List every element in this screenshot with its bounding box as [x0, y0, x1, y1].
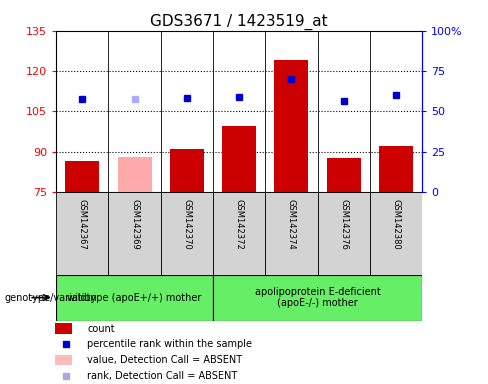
Bar — [55, 354, 72, 365]
Bar — [108, 192, 161, 275]
Text: value, Detection Call = ABSENT: value, Detection Call = ABSENT — [87, 355, 243, 365]
Bar — [222, 126, 256, 192]
Bar — [213, 192, 265, 275]
Text: wildtype (apoE+/+) mother: wildtype (apoE+/+) mother — [67, 293, 202, 303]
Bar — [56, 275, 213, 321]
Bar — [318, 192, 370, 275]
Bar — [326, 158, 361, 192]
Text: GSM142369: GSM142369 — [130, 199, 139, 249]
Text: GSM142367: GSM142367 — [78, 199, 87, 250]
Text: count: count — [87, 324, 115, 334]
Text: rank, Detection Call = ABSENT: rank, Detection Call = ABSENT — [87, 371, 238, 381]
Text: GSM142370: GSM142370 — [183, 199, 191, 249]
Bar — [170, 149, 204, 192]
Text: apolipoprotein E-deficient
(apoE-/-) mother: apolipoprotein E-deficient (apoE-/-) mot… — [255, 287, 381, 308]
Bar — [56, 192, 108, 275]
Text: GDS3671 / 1423519_at: GDS3671 / 1423519_at — [150, 13, 328, 30]
Text: GSM142374: GSM142374 — [287, 199, 296, 249]
Bar — [379, 146, 413, 192]
Text: percentile rank within the sample: percentile rank within the sample — [87, 339, 252, 349]
Bar — [118, 157, 152, 192]
Text: genotype/variation: genotype/variation — [5, 293, 98, 303]
Bar — [55, 323, 72, 334]
Text: GSM142376: GSM142376 — [339, 199, 348, 250]
Bar — [65, 161, 99, 192]
Text: GSM142380: GSM142380 — [391, 199, 401, 249]
Bar — [265, 192, 318, 275]
Bar — [274, 60, 308, 192]
Bar — [370, 192, 422, 275]
Bar — [213, 275, 422, 321]
Text: GSM142372: GSM142372 — [235, 199, 244, 249]
Bar — [161, 192, 213, 275]
